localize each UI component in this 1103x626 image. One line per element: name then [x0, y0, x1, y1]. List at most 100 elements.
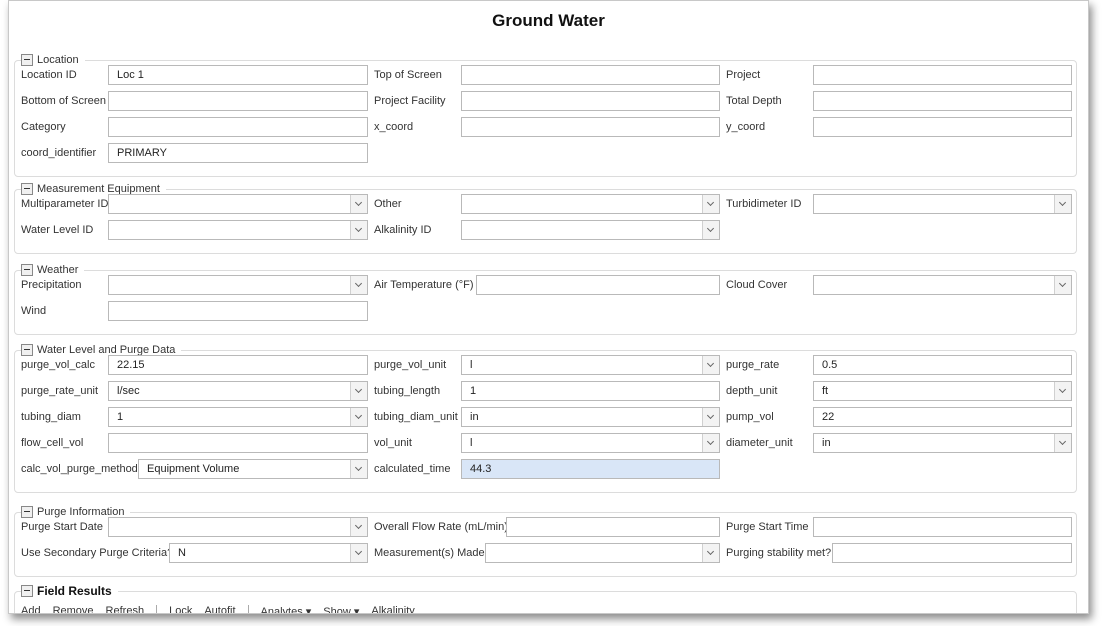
- collapse-icon[interactable]: [21, 585, 33, 597]
- tubing-length-input[interactable]: 1: [461, 381, 720, 401]
- collapse-icon[interactable]: [21, 264, 33, 276]
- field-value: N: [178, 547, 186, 559]
- add-button[interactable]: Add: [21, 605, 41, 614]
- total-depth-input[interactable]: [813, 91, 1072, 111]
- show-button[interactable]: Show ▾: [323, 606, 360, 614]
- section-title: Field Results: [37, 584, 112, 598]
- coord-identifier-input[interactable]: PRIMARY: [108, 143, 368, 163]
- lock-button[interactable]: Lock: [169, 605, 193, 614]
- purge-start-time-input[interactable]: [813, 517, 1072, 537]
- field-label: Turbidimeter ID: [726, 198, 802, 210]
- purge-rate-input[interactable]: 0.5: [813, 355, 1072, 375]
- vol-unit-dropdown[interactable]: l: [461, 433, 720, 453]
- chevron-down-icon[interactable]: [350, 544, 367, 562]
- use-secondary-purge-criteria-dropdown[interactable]: N: [169, 543, 368, 563]
- purging-stability-met-input[interactable]: [832, 543, 1072, 563]
- field-label: x_coord: [374, 121, 414, 133]
- field-value: l: [470, 359, 473, 371]
- group-weather: [14, 270, 1077, 335]
- field-label: Alkalinity ID: [374, 224, 432, 236]
- top-of-screen-input[interactable]: [461, 65, 720, 85]
- chevron-down-icon[interactable]: [1054, 382, 1071, 400]
- tubing-diam-unit-dropdown[interactable]: in: [461, 407, 720, 427]
- group-measurement-equipment: [14, 189, 1077, 254]
- section-title: Location: [37, 54, 79, 66]
- chevron-down-icon[interactable]: [350, 408, 367, 426]
- project-facility-input[interactable]: [461, 91, 720, 111]
- location-id-input[interactable]: Loc 1: [108, 65, 368, 85]
- group-purge-information: [14, 512, 1077, 577]
- wind-input[interactable]: [108, 301, 368, 321]
- ground-water-window: Ground Water Add Remove Refresh Lock Autofit…: [8, 0, 1089, 614]
- calc-vol-purge-method-dropdown[interactable]: Equipment Volume: [138, 459, 368, 479]
- field-label: Location ID: [21, 69, 77, 81]
- purge-vol-unit-dropdown[interactable]: l: [461, 355, 720, 375]
- chevron-down-icon[interactable]: [1054, 276, 1071, 294]
- remove-button[interactable]: Remove: [52, 605, 94, 614]
- toolbar-separator: [156, 605, 158, 613]
- collapse-icon[interactable]: [21, 344, 33, 356]
- field-label: Multiparameter ID: [21, 198, 109, 210]
- field-label: Wind: [21, 305, 47, 317]
- field-label: Category: [21, 121, 66, 133]
- chevron-down-icon[interactable]: [1054, 434, 1071, 452]
- y-coord-input[interactable]: [813, 117, 1072, 137]
- field-label: pump_vol: [726, 411, 774, 423]
- field-label: Water Level ID: [21, 224, 94, 236]
- overall-flow-rate-ml-min-input[interactable]: [506, 517, 720, 537]
- project-input[interactable]: [813, 65, 1072, 85]
- diameter-unit-dropdown[interactable]: in: [813, 433, 1072, 453]
- measurement-s-made-dropdown[interactable]: [485, 543, 720, 563]
- autofit-button[interactable]: Autofit: [204, 605, 236, 614]
- bottom-of-screen-input[interactable]: [108, 91, 368, 111]
- tubing-diam-dropdown[interactable]: 1: [108, 407, 368, 427]
- field-value: l/sec: [117, 385, 140, 397]
- depth-unit-dropdown[interactable]: ft: [813, 381, 1072, 401]
- category-input[interactable]: [108, 117, 368, 137]
- calculated-time-input[interactable]: 44.3: [461, 459, 720, 479]
- refresh-button[interactable]: Refresh: [105, 605, 145, 614]
- purge-rate-unit-dropdown[interactable]: l/sec: [108, 381, 368, 401]
- precipitation-dropdown[interactable]: [108, 275, 368, 295]
- cloud-cover-dropdown[interactable]: [813, 275, 1072, 295]
- purge-vol-calc-input[interactable]: 22.15: [108, 355, 368, 375]
- chevron-down-icon[interactable]: [350, 382, 367, 400]
- analytes-button[interactable]: Analytes ▾: [260, 606, 312, 614]
- field-label: Total Depth: [726, 95, 782, 107]
- pump-vol-input[interactable]: 22: [813, 407, 1072, 427]
- chevron-down-icon[interactable]: [350, 195, 367, 213]
- field-label: purge_rate_unit: [21, 385, 99, 397]
- toolbar-separator: [247, 605, 249, 613]
- air-temperature-f-input[interactable]: [476, 275, 720, 295]
- field-label: purge_vol_calc: [21, 359, 95, 371]
- chevron-down-icon[interactable]: [702, 408, 719, 426]
- field-label: purge_vol_unit: [374, 359, 447, 371]
- chevron-down-icon[interactable]: [350, 221, 367, 239]
- collapse-icon[interactable]: [21, 54, 33, 66]
- collapse-icon[interactable]: [21, 506, 33, 518]
- alkalinity-id-dropdown[interactable]: [461, 220, 720, 240]
- section-header: Purge Information: [21, 505, 131, 519]
- chevron-down-icon[interactable]: [1054, 195, 1071, 213]
- x-coord-input[interactable]: [461, 117, 720, 137]
- water-level-id-dropdown[interactable]: [108, 220, 368, 240]
- chevron-down-icon[interactable]: [702, 221, 719, 239]
- flow-cell-vol-input[interactable]: [108, 433, 368, 453]
- field-label: Bottom of Screen: [21, 95, 106, 107]
- field-label: calc_vol_purge_method: [21, 463, 138, 475]
- alkalinity-button[interactable]: Alkalinity: [371, 605, 415, 614]
- chevron-down-icon[interactable]: [702, 195, 719, 213]
- chevron-down-icon[interactable]: [350, 518, 367, 536]
- field-label: Cloud Cover: [726, 279, 788, 291]
- purge-start-date-dropdown[interactable]: [108, 517, 368, 537]
- multiparameter-id-dropdown[interactable]: [108, 194, 368, 214]
- turbidimeter-id-dropdown[interactable]: [813, 194, 1072, 214]
- collapse-icon[interactable]: [21, 183, 33, 195]
- chevron-down-icon[interactable]: [702, 356, 719, 374]
- chevron-down-icon[interactable]: [702, 544, 719, 562]
- field-value: in: [470, 411, 479, 423]
- chevron-down-icon[interactable]: [350, 276, 367, 294]
- chevron-down-icon[interactable]: [702, 434, 719, 452]
- other-dropdown[interactable]: [461, 194, 720, 214]
- chevron-down-icon[interactable]: [350, 460, 367, 478]
